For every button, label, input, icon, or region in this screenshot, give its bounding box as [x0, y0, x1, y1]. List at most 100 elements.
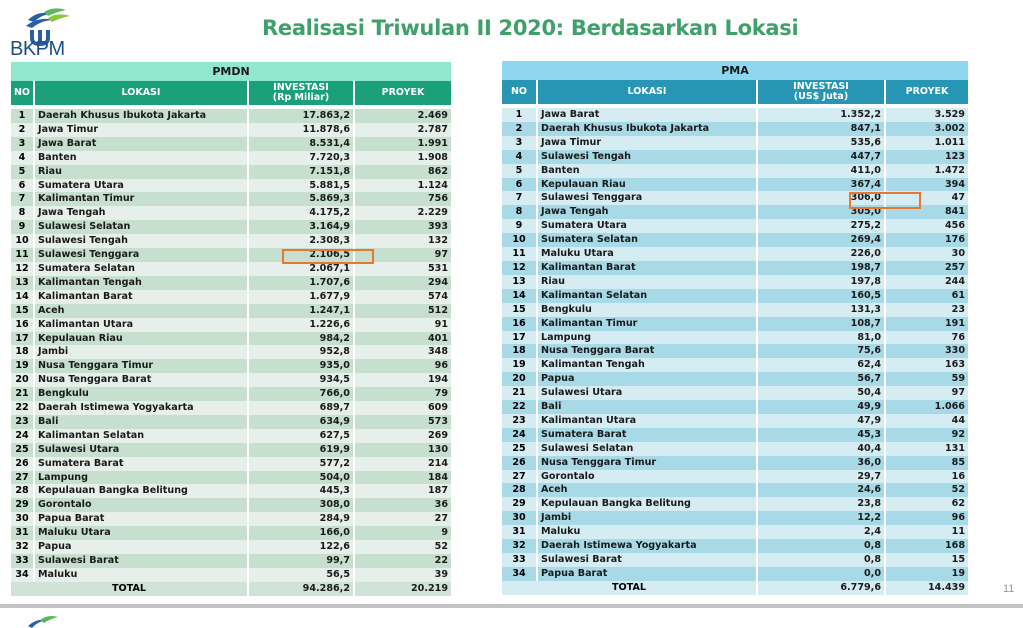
- table-row: 5 Riau 7.151,8 862: [11, 164, 451, 179]
- row-proyek: 30: [886, 247, 968, 261]
- col-header-lokasi: LOKASI: [538, 80, 756, 108]
- row-investasi: 306,0: [758, 191, 884, 206]
- table-row: 29 Kepulauan Bangka Belitung 23,8 62: [502, 497, 968, 512]
- table-row: 28 Aceh 24,6 52: [502, 483, 968, 498]
- row-proyek: 15: [886, 553, 968, 567]
- row-number: 13: [11, 275, 33, 290]
- row-number: 1: [502, 108, 536, 122]
- row-number: 23: [11, 414, 33, 429]
- row-lokasi: Lampung: [35, 470, 247, 485]
- row-investasi: 627,5: [249, 428, 353, 443]
- table-row: 13 Kalimantan Tengah 1.707,6 294: [11, 275, 451, 290]
- row-proyek: 2.229: [355, 206, 451, 221]
- table-row: 30 Jambi 12,2 96: [502, 511, 968, 526]
- slide-divider: [0, 604, 1023, 608]
- row-investasi: 2.106,5: [249, 248, 353, 262]
- row-investasi: 0,0: [758, 566, 884, 581]
- row-investasi: 284,9: [249, 512, 353, 527]
- row-proyek: 97: [355, 248, 451, 262]
- row-number: 28: [502, 483, 536, 498]
- row-investasi: 847,1: [758, 121, 884, 136]
- row-number: 11: [11, 248, 33, 262]
- row-proyek: 1.124: [355, 178, 451, 193]
- pma-highlight-box: [849, 192, 921, 209]
- row-number: 7: [502, 191, 536, 206]
- row-proyek: 16: [886, 469, 968, 484]
- row-lokasi: Jawa Timur: [35, 122, 247, 137]
- row-lokasi: Papua: [35, 540, 247, 554]
- row-investasi: 1.677,9: [249, 289, 353, 304]
- row-investasi: 504,0: [249, 470, 353, 485]
- row-proyek: 573: [355, 414, 451, 429]
- row-investasi: 47,9: [758, 413, 884, 428]
- row-proyek: 123: [886, 149, 968, 164]
- row-investasi: 7.151,8: [249, 164, 353, 179]
- row-lokasi: Jawa Tengah: [538, 205, 756, 220]
- total-label: TOTAL: [11, 581, 247, 596]
- row-number: 1: [11, 109, 33, 123]
- row-number: 32: [11, 540, 33, 554]
- table-row: 14 Kalimantan Barat 1.677,9 574: [11, 289, 451, 304]
- row-proyek: 96: [355, 359, 451, 374]
- table-row: 8 Jawa Tengah 4.175,2 2.229: [11, 206, 451, 221]
- bkpm-logo-icon: [26, 8, 70, 46]
- row-proyek: 168: [886, 539, 968, 553]
- row-lokasi: Sumatera Barat: [35, 456, 247, 471]
- table-row: 10 Sulawesi Tengah 2.308,3 132: [11, 234, 451, 249]
- page-title: Realisasi Triwulan II 2020: Berdasarkan …: [262, 16, 799, 40]
- row-number: 28: [11, 484, 33, 499]
- row-lokasi: Sulawesi Barat: [538, 553, 756, 567]
- row-investasi: 952,8: [249, 345, 353, 360]
- row-number: 21: [502, 386, 536, 401]
- col-header-proyek: PROYEK: [886, 80, 968, 108]
- table-row: 12 Sumatera Selatan 2.067,1 531: [11, 261, 451, 276]
- row-proyek: 257: [886, 260, 968, 275]
- row-investasi: 5.869,3: [249, 192, 353, 207]
- row-lokasi: Sumatera Utara: [35, 178, 247, 193]
- row-number: 26: [502, 455, 536, 470]
- total-label: TOTAL: [502, 580, 756, 595]
- row-investasi: 50,4: [758, 386, 884, 401]
- row-number: 20: [11, 373, 33, 388]
- row-investasi: 634,9: [249, 414, 353, 429]
- row-proyek: 76: [886, 330, 968, 345]
- table-row: 1 Jawa Barat 1.352,2 3.529: [502, 108, 968, 122]
- row-investasi: 619,9: [249, 442, 353, 457]
- table-row: 27 Gorontalo 29,7 16: [502, 469, 968, 484]
- row-number: 4: [502, 149, 536, 164]
- table-row: 19 Kalimantan Tengah 62,4 163: [502, 358, 968, 373]
- row-number: 24: [502, 427, 536, 442]
- total-proyek: 20.219: [355, 581, 451, 596]
- pmdn-group-header: PMDN: [11, 62, 451, 81]
- table-row: 6 Kepulauan Riau 367,4 394: [502, 177, 968, 192]
- row-number: 29: [502, 497, 536, 512]
- row-investasi: 447,7: [758, 149, 884, 164]
- row-investasi: 131,3: [758, 302, 884, 317]
- row-investasi: 766,0: [249, 387, 353, 402]
- row-proyek: 9: [355, 526, 451, 541]
- row-number: 13: [502, 274, 536, 289]
- row-number: 9: [502, 219, 536, 234]
- row-investasi: 5.881,5: [249, 178, 353, 193]
- row-investasi: 2.308,3: [249, 234, 353, 249]
- col-header-no: NO: [11, 81, 33, 109]
- row-proyek: 1.472: [886, 163, 968, 178]
- row-proyek: 79: [355, 387, 451, 402]
- row-lokasi: Sumatera Utara: [538, 219, 756, 234]
- row-lokasi: Banten: [538, 163, 756, 178]
- row-proyek: 2.787: [355, 122, 451, 137]
- row-number: 32: [502, 539, 536, 553]
- row-proyek: 19: [886, 566, 968, 581]
- row-proyek: 862: [355, 164, 451, 179]
- table-row: 27 Lampung 504,0 184: [11, 470, 451, 485]
- row-proyek: 62: [886, 497, 968, 512]
- table-row: 1 Daerah Khusus Ibukota Jakarta 17.863,2 2.…: [11, 109, 451, 123]
- row-number: 27: [11, 470, 33, 485]
- table-row: 9 Sulawesi Selatan 3.164,9 393: [11, 220, 451, 235]
- row-lokasi: Kalimantan Utara: [35, 317, 247, 332]
- table-row: 29 Gorontalo 308,0 36: [11, 498, 451, 513]
- row-lokasi: Maluku: [35, 567, 247, 582]
- row-number: 17: [11, 331, 33, 346]
- row-proyek: 11: [886, 525, 968, 540]
- row-investasi: 122,6: [249, 540, 353, 554]
